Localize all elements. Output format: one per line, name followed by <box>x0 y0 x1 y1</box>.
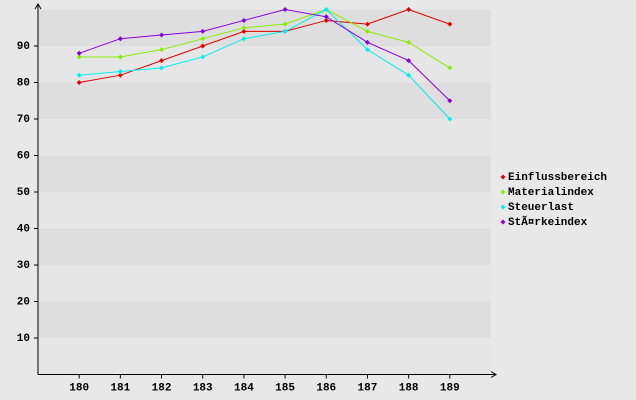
data-point <box>406 58 412 64</box>
x-tick-label: 188 <box>399 382 419 394</box>
plot-band <box>38 338 491 375</box>
series-line <box>79 8 451 69</box>
data-point <box>447 116 453 122</box>
data-point <box>364 39 370 45</box>
data-point <box>241 25 247 31</box>
data-point <box>159 32 165 38</box>
data-point <box>323 17 329 23</box>
data-point <box>76 72 82 78</box>
data-point <box>117 36 123 42</box>
plot-band <box>38 119 491 156</box>
data-point <box>200 36 206 42</box>
y-tick-label: 70 <box>17 114 30 126</box>
legend-label: Steuerlast <box>508 202 574 214</box>
x-tick-label: 184 <box>234 382 254 394</box>
series-line <box>79 8 450 83</box>
x-axis-arrow <box>490 371 497 378</box>
x-tick-label: 180 <box>69 382 89 394</box>
data-point <box>76 54 82 60</box>
plot-band <box>38 301 491 338</box>
series-line <box>79 8 451 102</box>
legend-label: Materialindex <box>508 187 594 199</box>
legend-marker <box>500 189 506 195</box>
data-point <box>323 14 329 20</box>
data-point <box>117 69 123 75</box>
y-tick-label: 50 <box>17 187 30 199</box>
data-point <box>364 28 370 34</box>
plot-band <box>38 9 491 46</box>
x-tick-label: 189 <box>440 382 460 394</box>
legend-label: StÃ¤rkeindex <box>508 215 588 229</box>
plot-band <box>38 228 491 265</box>
legend-marker <box>500 204 506 210</box>
data-point <box>241 28 247 34</box>
data-point <box>364 21 370 27</box>
legend-label: Einflussbereich <box>508 172 607 184</box>
y-tick-label: 20 <box>17 296 30 308</box>
data-point <box>159 65 165 71</box>
series-line <box>79 8 451 120</box>
data-point <box>76 80 82 85</box>
data-point <box>200 54 206 60</box>
data-point <box>406 72 412 78</box>
y-axis-arrow <box>34 3 42 10</box>
y-tick-label: 30 <box>17 260 30 272</box>
legend-marker <box>500 174 506 180</box>
x-tick-label: 181 <box>110 382 130 394</box>
data-point <box>117 72 123 78</box>
x-tick-label: 187 <box>358 382 378 394</box>
legend-marker <box>500 219 506 225</box>
data-point <box>200 28 206 34</box>
data-point <box>241 17 247 23</box>
x-tick-label: 182 <box>152 382 172 394</box>
data-point <box>200 43 206 49</box>
x-tick-label: 183 <box>193 382 213 394</box>
data-point <box>117 54 123 60</box>
y-tick-label: 40 <box>17 223 30 235</box>
plot-band <box>38 192 491 229</box>
data-point <box>406 7 412 12</box>
data-point <box>282 21 288 27</box>
data-point <box>159 47 165 53</box>
data-point <box>323 7 329 12</box>
x-tick-label: 186 <box>316 382 336 394</box>
data-point <box>447 65 453 71</box>
data-point <box>282 28 288 34</box>
data-point <box>241 36 247 42</box>
data-point <box>406 39 412 45</box>
data-point <box>282 7 288 12</box>
plot-band <box>38 82 491 119</box>
data-point <box>159 58 165 64</box>
y-tick-label: 60 <box>17 150 30 162</box>
data-point <box>447 98 453 104</box>
y-tick-label: 90 <box>17 41 30 53</box>
y-tick-label: 80 <box>17 77 30 89</box>
x-tick-label: 185 <box>275 382 295 394</box>
data-point <box>76 50 82 56</box>
data-point <box>447 21 453 27</box>
plot-band <box>38 155 491 192</box>
data-point <box>364 47 370 53</box>
y-tick-label: 10 <box>17 333 30 345</box>
plot-band <box>38 265 491 302</box>
